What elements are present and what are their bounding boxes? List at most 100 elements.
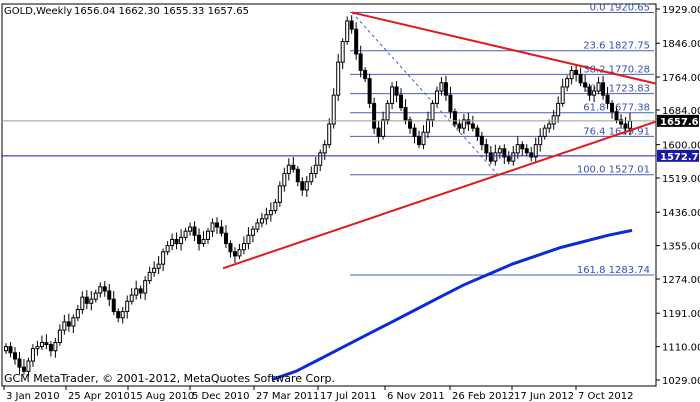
candle-body	[345, 20, 350, 43]
candle	[219, 220, 224, 237]
candle	[44, 334, 49, 350]
candle	[376, 121, 381, 144]
candle	[497, 145, 502, 159]
candle-body	[192, 226, 197, 236]
candle-body	[170, 238, 175, 247]
candle-body	[358, 53, 363, 71]
candle	[506, 151, 511, 165]
candle	[367, 74, 372, 108]
candle-body	[596, 82, 601, 92]
candle	[134, 280, 139, 300]
candle	[71, 314, 76, 334]
candle-body	[623, 123, 628, 129]
candle-body	[179, 236, 184, 245]
candle-body	[116, 311, 121, 319]
y-tick-label: 1274.00	[662, 275, 700, 286]
candle-body	[520, 144, 525, 150]
candle	[354, 22, 359, 60]
candle-body	[452, 111, 457, 125]
candle-body	[295, 168, 300, 183]
candle-body	[506, 156, 511, 162]
candle	[425, 111, 430, 139]
candle-body	[614, 111, 619, 121]
candle-body	[197, 234, 202, 245]
candle	[125, 295, 130, 319]
fib-level-label: 38.2 1770.28	[583, 64, 650, 75]
candle	[268, 202, 273, 222]
candle-body	[327, 123, 332, 146]
candle	[448, 86, 453, 119]
candle-body	[138, 288, 143, 294]
y-tick-label: 1355.00	[662, 242, 700, 253]
fib-level-label: 50.0 1723.83	[583, 84, 650, 95]
candle	[138, 285, 143, 299]
candle	[551, 109, 556, 130]
candle	[161, 248, 166, 272]
candle-body	[57, 329, 62, 343]
candle-body	[268, 210, 273, 216]
candle	[111, 290, 116, 315]
candle	[201, 231, 206, 247]
candle-body	[488, 152, 493, 162]
candle	[66, 313, 71, 332]
candle	[304, 175, 309, 197]
candle-body	[502, 148, 507, 158]
candle-body	[484, 144, 489, 154]
candle	[587, 83, 592, 101]
candle-body	[381, 119, 386, 137]
support-trendline	[222, 120, 657, 270]
candle-body	[417, 135, 422, 146]
candle-body	[372, 102, 377, 129]
support-level-badge-bg	[657, 149, 699, 162]
candle	[250, 225, 255, 243]
candle	[89, 290, 94, 311]
candle	[601, 75, 606, 100]
candle	[318, 149, 323, 172]
fib-level-label: 161.8 1283.74	[577, 265, 650, 276]
candle-body	[408, 119, 413, 129]
candle	[183, 227, 188, 241]
candle	[80, 291, 85, 315]
x-tick-label: 7 Oct 2012	[578, 391, 633, 402]
candle	[129, 288, 134, 305]
candle	[102, 281, 107, 297]
candle-body	[309, 172, 314, 183]
fib-level-label: 76.4 1619.91	[583, 126, 650, 137]
candle	[295, 166, 300, 187]
candle	[228, 240, 233, 258]
candle-body	[565, 78, 570, 88]
candle-body	[363, 69, 368, 80]
candle	[237, 243, 242, 260]
candle-body	[223, 232, 228, 245]
support-level-badge: 1572.77	[660, 152, 700, 163]
y-tick-label: 1519.00	[662, 174, 700, 185]
candle-body	[574, 69, 579, 76]
candle-body	[390, 86, 395, 104]
candle	[488, 145, 493, 165]
candle-body	[48, 344, 53, 352]
candle	[569, 65, 574, 85]
candle	[394, 81, 399, 103]
candle-body	[17, 358, 22, 368]
candle	[264, 207, 269, 225]
candle-body	[560, 86, 565, 104]
candle-body	[143, 280, 148, 294]
candle	[152, 261, 157, 277]
candle-body	[44, 341, 49, 346]
candle-body	[21, 366, 26, 372]
candle-body	[39, 341, 44, 348]
x-tick-label: 25 Apr 2010	[68, 391, 130, 402]
candle	[206, 227, 211, 244]
candle	[282, 167, 287, 192]
candle-body	[53, 341, 58, 352]
candle-body	[161, 251, 166, 265]
candle-body	[214, 222, 219, 228]
candle	[610, 100, 615, 119]
candle-body	[125, 300, 130, 313]
ohlc-readout: 1656.04 1662.30 1655.33 1657.65	[74, 6, 249, 17]
candle	[188, 222, 193, 236]
y-axis: 1929.00 1846.00 1764.00 1684.00 1600.00 1519.…	[656, 5, 700, 387]
candle	[403, 99, 408, 125]
candle-body	[219, 226, 224, 234]
